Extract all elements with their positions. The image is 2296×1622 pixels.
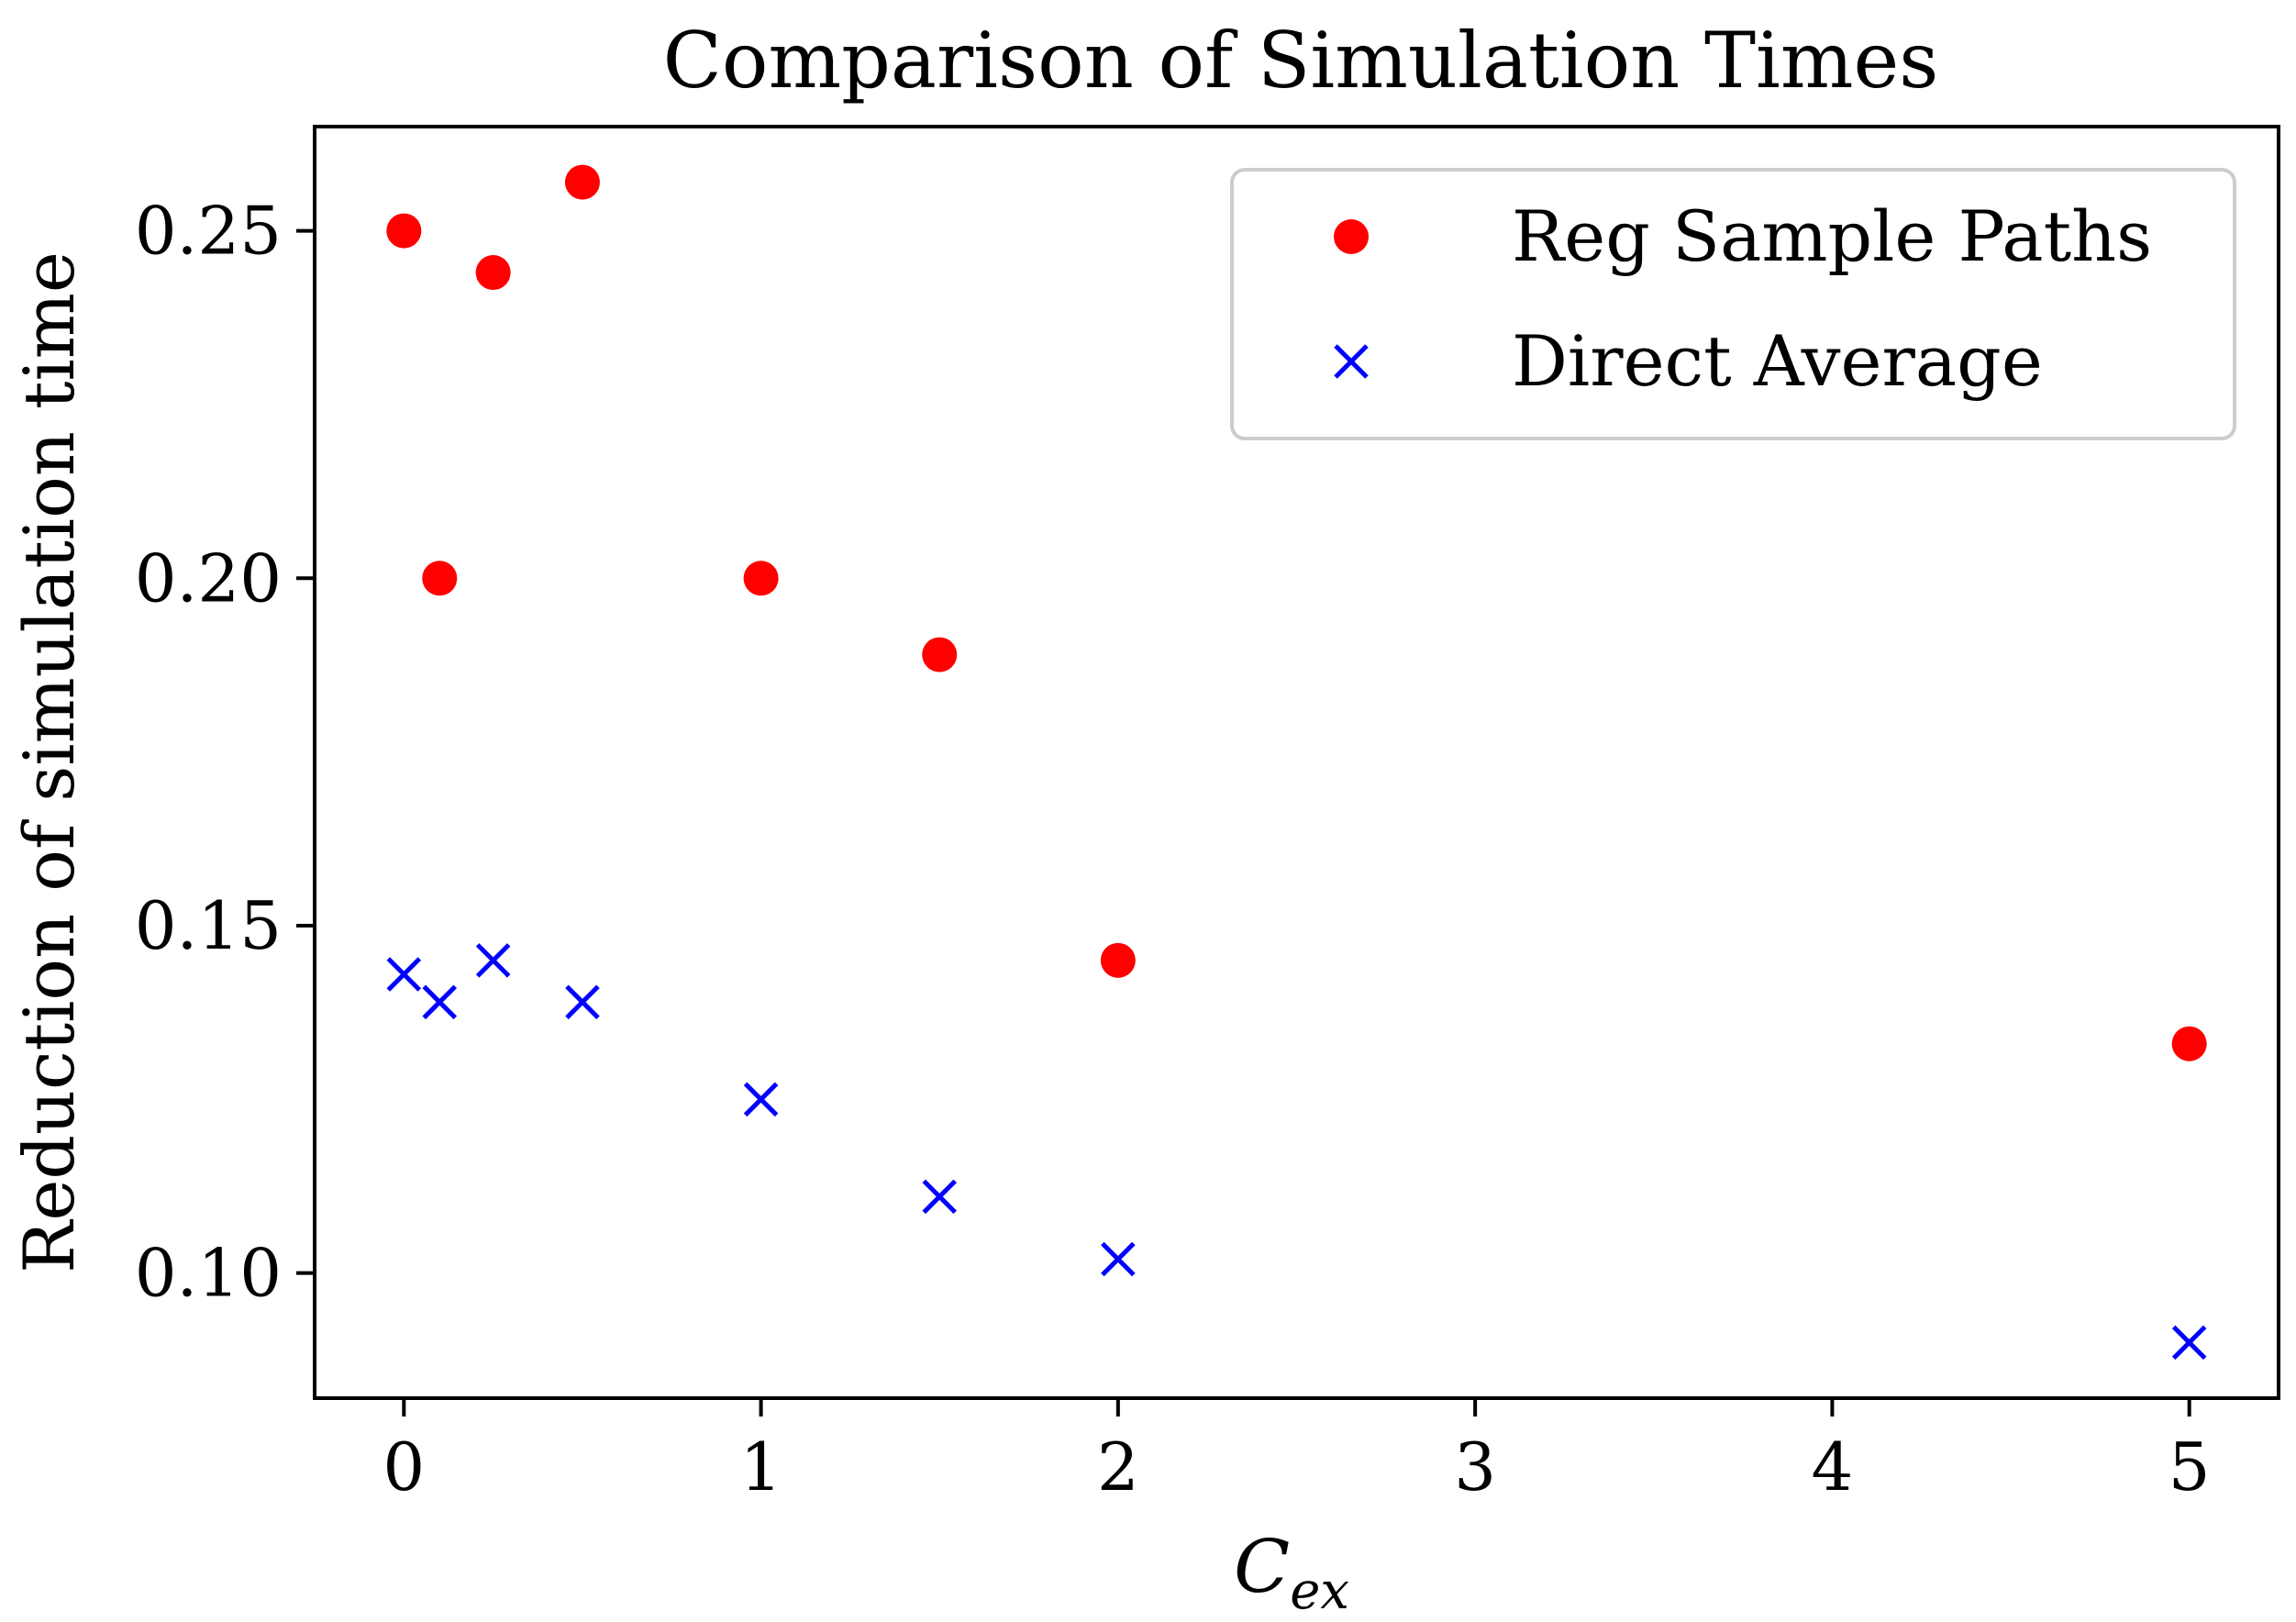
x-tick-label: 0 [383, 1428, 425, 1505]
y-tick-label: 0.25 [135, 193, 282, 270]
x-tick-label: 4 [1812, 1428, 1854, 1505]
y-tick-label: 0.10 [135, 1235, 282, 1312]
legend-marker-series-1 [1334, 344, 1369, 379]
legend-marker-series-0 [1334, 219, 1369, 254]
chart-title: Comparison of Simulation Times [663, 16, 1939, 106]
data-point-series-1 [475, 943, 511, 978]
x-axis-label: Cex [1234, 1524, 1349, 1617]
data-point-series-1 [743, 1082, 779, 1117]
data-point-series-0 [386, 213, 422, 249]
x-tick-label: 2 [1097, 1428, 1139, 1505]
data-point-series-1 [422, 984, 458, 1020]
data-point-series-1 [565, 984, 600, 1020]
data-point-series-0 [564, 164, 600, 200]
data-point-series-1 [386, 957, 422, 992]
x-axis-label-subscript: ex [1290, 1561, 1349, 1617]
y-axis-label: Reduction of simulation time [8, 251, 90, 1273]
plot-frame [313, 125, 2280, 1400]
data-point-series-1 [2171, 1325, 2207, 1361]
y-tick-label: 0.15 [135, 887, 282, 964]
data-point-series-0 [922, 637, 958, 672]
legend: Reg Sample Paths Direct Average [1230, 168, 2236, 440]
data-point-series-0 [2171, 1026, 2207, 1061]
data-point-series-0 [475, 255, 511, 291]
data-point-series-1 [1101, 1241, 1136, 1277]
legend-box [1230, 168, 2236, 440]
data-point-series-1 [922, 1179, 957, 1215]
plot-area [386, 164, 2207, 1361]
data-point-series-0 [1100, 942, 1136, 978]
y-tick-label: 0.20 [135, 539, 282, 617]
x-axis-label-main: C [1234, 1524, 1290, 1609]
legend-label: Direct Average [1512, 320, 2043, 402]
x-tick-label: 3 [1454, 1428, 1496, 1505]
x-tick-label: 5 [2168, 1428, 2211, 1505]
data-point-series-0 [743, 561, 779, 596]
data-point-series-0 [422, 561, 458, 596]
x-tick-label: 1 [740, 1428, 782, 1505]
legend-label: Reg Sample Paths [1512, 195, 2152, 277]
